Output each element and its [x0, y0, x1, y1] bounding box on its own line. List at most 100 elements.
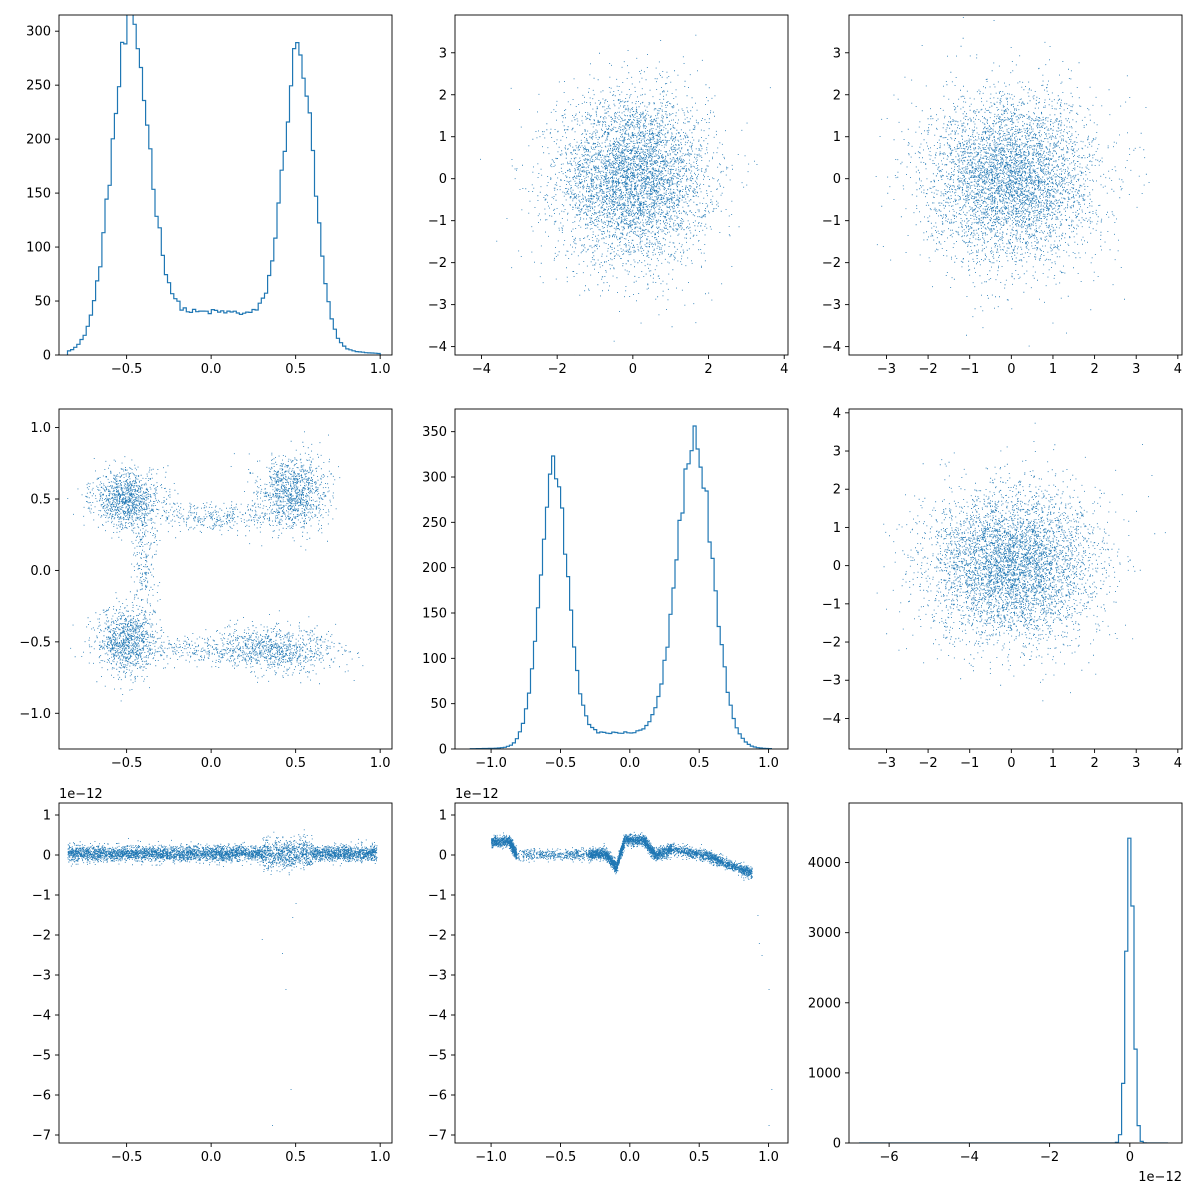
y-tick-label: 0.0 [30, 564, 51, 579]
x-tick-label: 1.0 [370, 362, 391, 377]
x-tick-label: 4 [1174, 756, 1182, 771]
y-tick-label: 150 [422, 607, 447, 622]
y-tick-label: −1.0 [19, 707, 51, 722]
y-tick-label: 200 [26, 133, 51, 148]
x-tick-label: −4 [960, 1150, 979, 1165]
scatter-points [480, 34, 771, 355]
y-tick-label: 1 [439, 130, 447, 145]
x-tick-label: −4 [472, 362, 491, 377]
y-tick-label: 0.5 [30, 493, 51, 508]
scatter-points [67, 431, 364, 702]
y-tick-label: 0 [833, 559, 841, 574]
y-tick-label: 3000 [808, 926, 841, 941]
y-tick-label: 3 [833, 46, 841, 61]
x-tick-label: −1 [960, 756, 979, 771]
y-tick-label: 2 [439, 88, 447, 103]
x-tick-label: 1.0 [758, 756, 779, 771]
y-tick-label: −0.5 [19, 635, 51, 650]
y-offset-label: 1e−12 [455, 787, 499, 802]
y-tick-label: 1 [833, 130, 841, 145]
subplot-2-2: −6 −4 −2 0 0 1000 2000 3000 4000 1e−12 [808, 802, 1183, 1185]
x-tick-label: 4 [780, 362, 788, 377]
y-tick-label: 300 [422, 471, 447, 486]
y-tick-label: −3 [428, 969, 447, 984]
y-tick-label: −4 [428, 340, 447, 355]
x-tick-label: −2 [919, 362, 938, 377]
x-tick-label: 2 [1090, 756, 1098, 771]
subplot-1-2: −3 −2 −1 0 1 2 3 4 −4 −3 −2 −1 0 1 2 3 4 [822, 406, 1183, 771]
x-tick-label: 2 [1090, 362, 1098, 377]
y-tick-label: −1 [822, 597, 841, 612]
x-tick-label: 0.5 [689, 1150, 710, 1165]
y-tick-label: −5 [32, 1049, 51, 1064]
y-tick-label: 100 [422, 652, 447, 667]
plot-area [469, 425, 772, 749]
x-tick-label: 0 [1007, 756, 1015, 771]
y-tick-label: −1 [822, 214, 841, 229]
axes-frame [58, 408, 393, 750]
x-tick-label: 0.0 [619, 1150, 640, 1165]
x-tick-label: 3 [1132, 756, 1140, 771]
x-tick-label: −2 [919, 756, 938, 771]
x-tick-label: 0.0 [201, 1150, 222, 1165]
y-tick-label: −1 [32, 889, 51, 904]
y-tick-label: 100 [26, 241, 51, 256]
y-tick-label: 1 [439, 809, 447, 824]
y-tick-label: 0 [43, 849, 51, 864]
subplot-1-1: −1.0 −0.5 0.0 0.5 1.0 0 50 100 150 200 250 300 350 [422, 408, 789, 771]
y-tick-label: −2 [822, 256, 841, 271]
y-tick-label: −4 [428, 1009, 447, 1024]
x-tick-label: 1.0 [370, 1150, 391, 1165]
x-tick-label: −0.5 [111, 1150, 143, 1165]
x-tick-label: 1 [1049, 756, 1057, 771]
x-tick-label: −1.0 [475, 756, 507, 771]
y-tick-label: −6 [428, 1089, 447, 1104]
x-tick-label: 0.5 [285, 1150, 306, 1165]
x-tick-label: −3 [877, 362, 896, 377]
y-tick-label: 2 [833, 483, 841, 498]
x-tick-label: −0.5 [111, 756, 143, 771]
axes-frame [848, 408, 1183, 750]
x-tick-label: −1 [960, 362, 979, 377]
axes-frame [454, 802, 789, 1144]
y-tick-label: −4 [32, 1009, 51, 1024]
x-tick-label: 1.0 [370, 756, 391, 771]
y-tick-label: 300 [26, 25, 51, 40]
axes-frame [58, 802, 393, 1144]
y-tick-label: 50 [430, 697, 447, 712]
histogram-step-line [859, 837, 1168, 1143]
y-tick-label: −4 [822, 340, 841, 355]
y-tick-label: −5 [428, 1049, 447, 1064]
y-tick-label: −2 [822, 636, 841, 651]
plot-area [876, 422, 1166, 702]
plot-area [66, 15, 381, 355]
x-tick-label: 0.0 [619, 756, 640, 771]
y-tick-label: 4000 [808, 856, 841, 871]
y-tick-label: 50 [34, 295, 51, 310]
x-tick-label: −3 [877, 756, 896, 771]
x-tick-label: −0.5 [111, 362, 143, 377]
y-tick-label: −4 [822, 712, 841, 727]
y-tick-label: 1 [43, 809, 51, 824]
y-tick-label: −7 [32, 1129, 51, 1144]
y-tick-label: 0 [833, 172, 841, 187]
y-tick-label: −3 [32, 969, 51, 984]
plot-area [480, 34, 771, 355]
x-tick-label: 1.0 [758, 1150, 779, 1165]
y-tick-label: 0 [439, 849, 447, 864]
plot-area [67, 431, 364, 702]
y-tick-label: 2 [833, 88, 841, 103]
scatter-points [67, 829, 378, 1126]
y-tick-label: 0 [43, 349, 51, 364]
x-tick-label: −2 [1040, 1150, 1059, 1165]
axes-frame [848, 14, 1183, 356]
subplot-0-1: −4 −2 0 2 4 −4 −3 −2 −1 0 1 2 3 [428, 14, 789, 377]
y-tick-label: −2 [428, 256, 447, 271]
scatter-points [876, 422, 1166, 702]
y-tick-label: 0 [439, 743, 447, 758]
x-tick-label: 0 [1007, 362, 1015, 377]
y-tick-label: 1000 [808, 1066, 841, 1081]
y-tick-label: −1 [428, 214, 447, 229]
